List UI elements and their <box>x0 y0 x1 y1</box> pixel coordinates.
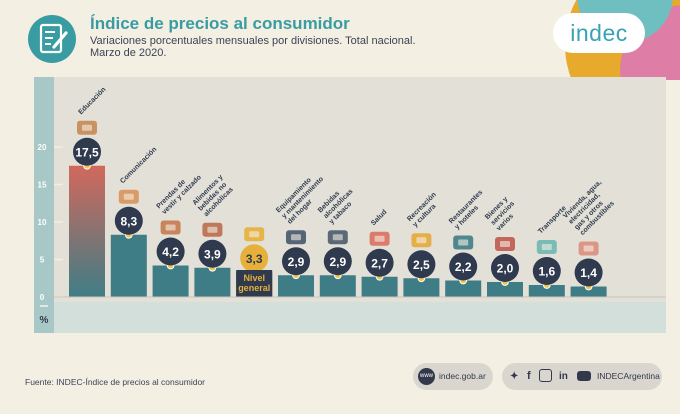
highlight-category-label: general <box>238 283 270 293</box>
y-unit-label: % <box>40 315 49 326</box>
bar <box>445 280 482 297</box>
data-label: 2,5 <box>413 258 430 272</box>
category-illustration <box>536 240 557 254</box>
category-illustration <box>286 230 306 245</box>
linkedin-icon[interactable]: in <box>559 371 568 382</box>
bar <box>194 267 231 297</box>
document-pencil-icon <box>28 15 76 63</box>
plot-base-band <box>54 302 666 333</box>
value-bubble <box>449 252 478 281</box>
data-label: 2,9 <box>288 255 305 269</box>
chart-title: Índice de precios al consumidor <box>90 14 350 33</box>
category-illustration <box>495 237 515 251</box>
subtitle-line-1: Variaciones porcentuales mensuales por d… <box>90 35 416 47</box>
chart-subtitle: Variaciones porcentuales mensuales por d… <box>90 35 416 59</box>
globe-icon: www <box>418 368 435 385</box>
y-axis-panel <box>34 77 54 333</box>
highlight-category-label: Nivel <box>243 273 265 283</box>
y-tick-label: 5 <box>40 256 45 265</box>
value-bubble <box>73 137 101 166</box>
website-text: indec.gob.ar <box>439 371 486 381</box>
bar <box>152 265 189 297</box>
data-label: 1,4 <box>580 266 597 280</box>
value-bubble <box>282 247 310 276</box>
data-label: 3,9 <box>204 247 221 261</box>
bar <box>278 275 314 297</box>
twitter-icon[interactable]: ✦ <box>510 371 519 382</box>
category-illustration <box>118 189 139 204</box>
category-illustration <box>453 235 474 250</box>
bar <box>361 276 398 297</box>
category-illustration <box>411 233 432 248</box>
data-label: 2,2 <box>455 260 472 274</box>
value-bubble <box>156 237 185 266</box>
data-label: 2,7 <box>371 256 388 270</box>
data-label: 2,0 <box>497 262 514 276</box>
value-bubble <box>198 239 227 268</box>
bar <box>528 285 565 297</box>
category-illustration <box>578 241 599 256</box>
bar <box>403 278 440 297</box>
category-illustration <box>244 227 265 242</box>
y-tick-label: 20 <box>38 143 47 152</box>
data-label: 1,6 <box>538 265 555 279</box>
category-illustration <box>369 231 390 246</box>
data-label: 3,3 <box>246 252 263 266</box>
category-illustration <box>77 120 97 135</box>
value-bubble <box>114 206 143 235</box>
value-bubble <box>574 258 603 287</box>
youtube-icon[interactable] <box>577 371 591 381</box>
website-link[interactable]: www indec.gob.ar <box>413 363 493 390</box>
data-label: 17,5 <box>75 145 99 159</box>
source-note: Fuente: INDEC-Índice de precios al consu… <box>25 377 205 387</box>
data-label: 4,2 <box>162 245 179 259</box>
value-bubble <box>240 244 269 273</box>
value-bubble <box>407 250 436 279</box>
bar <box>570 286 607 297</box>
bar <box>110 234 147 297</box>
value-bubble <box>532 257 561 285</box>
social-handle: INDECArgentina <box>597 371 660 381</box>
value-bubble <box>491 254 519 282</box>
indec-logo: indec <box>553 13 645 53</box>
bar <box>319 275 356 297</box>
y-tick-label: 10 <box>38 218 47 227</box>
bar <box>487 282 523 297</box>
social-links: ✦ f in INDECArgentina <box>502 363 662 390</box>
category-illustration <box>202 222 223 237</box>
bar <box>69 165 105 297</box>
data-label: 8,3 <box>120 214 137 228</box>
category-illustration <box>160 220 181 235</box>
value-bubble <box>365 248 394 277</box>
subtitle-line-2: Marzo de 2020. <box>90 47 167 59</box>
value-bubble <box>323 247 352 276</box>
data-label: 2,9 <box>329 255 346 269</box>
highlight-label-box <box>236 270 273 297</box>
category-illustration <box>327 230 348 245</box>
y-tick-label: 0 <box>40 293 45 302</box>
y-tick-label: 15 <box>38 181 47 190</box>
facebook-icon[interactable]: f <box>527 370 531 382</box>
instagram-icon[interactable] <box>539 369 552 382</box>
